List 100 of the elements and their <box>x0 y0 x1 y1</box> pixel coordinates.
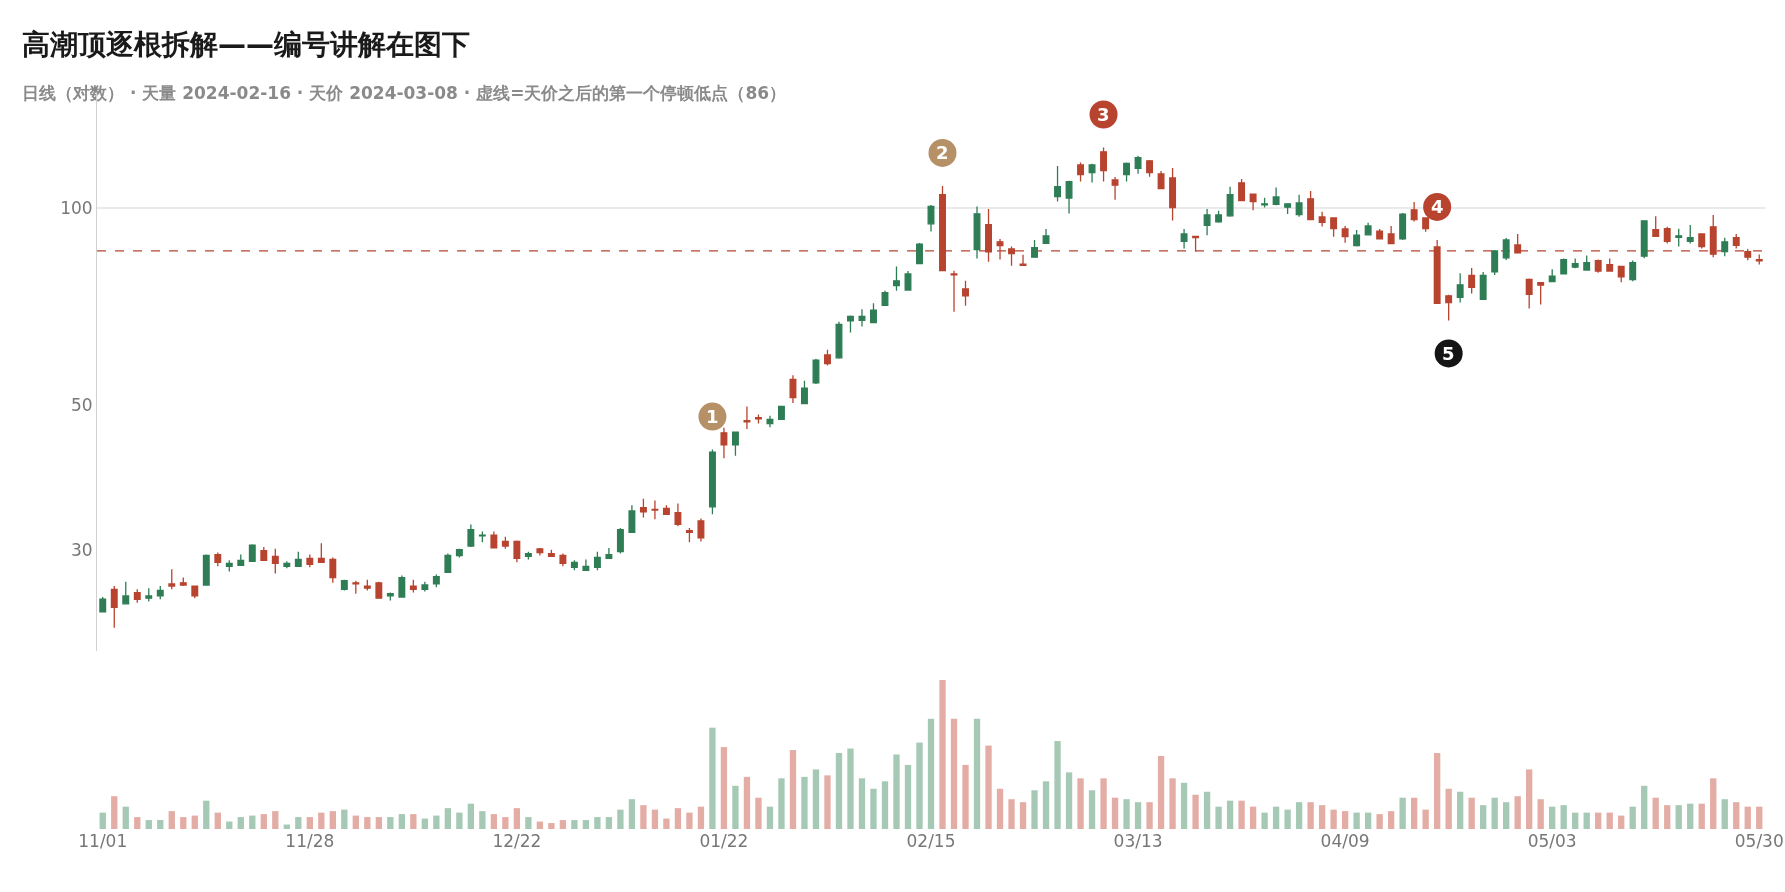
y-tick-label: 30 <box>70 539 93 560</box>
bar <box>214 812 221 829</box>
bar <box>456 812 463 829</box>
x-tick-label: 01/22 <box>699 831 749 851</box>
bar <box>1595 812 1602 829</box>
candlestick <box>375 581 383 599</box>
candlestick <box>1203 208 1211 236</box>
candlestick <box>1307 190 1315 221</box>
bar <box>1387 811 1395 829</box>
candlestick <box>421 581 429 593</box>
candlestick <box>202 553 210 586</box>
bar <box>1733 802 1740 829</box>
bar <box>1744 806 1751 829</box>
bar <box>1341 811 1349 829</box>
candlestick <box>1249 192 1257 211</box>
candlestick <box>1169 167 1177 222</box>
candlestick <box>1019 254 1027 267</box>
candlestick <box>582 558 590 572</box>
x-tick-label: 11/28 <box>285 831 335 851</box>
candlestick <box>1468 267 1476 295</box>
candlestick <box>1456 272 1464 304</box>
candlestick <box>1663 226 1671 245</box>
bar <box>950 718 958 829</box>
candlestick <box>110 585 118 629</box>
bar <box>237 817 244 829</box>
candlestick <box>306 553 314 568</box>
candlestick <box>455 548 463 559</box>
candlestick <box>651 499 659 520</box>
candlestick <box>1146 159 1154 178</box>
candlestick <box>317 542 325 563</box>
bar <box>559 820 567 829</box>
candlestick <box>1272 186 1280 206</box>
bar <box>743 776 751 829</box>
candlestick <box>363 579 371 592</box>
candlestick <box>168 568 176 590</box>
candlestick <box>1054 165 1062 203</box>
annotation: 1 <box>706 406 719 427</box>
candlestick <box>1445 294 1453 322</box>
candlestick <box>1583 254 1591 271</box>
bar <box>1652 797 1659 829</box>
annotation: 5 <box>1442 343 1455 364</box>
bar <box>375 817 382 829</box>
bar <box>1318 805 1326 829</box>
bar <box>812 769 820 829</box>
candlestick <box>1065 180 1073 215</box>
bar <box>1687 803 1694 829</box>
bar <box>766 806 774 829</box>
bar <box>1134 802 1142 829</box>
bar <box>904 764 912 829</box>
candlestick <box>1571 257 1579 269</box>
bar <box>1721 799 1728 829</box>
bar <box>1226 800 1234 829</box>
bar <box>973 718 981 829</box>
bar <box>1376 814 1383 829</box>
candlestick <box>501 536 509 550</box>
candlestick <box>1031 239 1038 258</box>
bar <box>1054 741 1061 829</box>
candlestick <box>1123 161 1131 183</box>
candlestick <box>467 523 475 548</box>
candlestick <box>916 242 923 265</box>
bar <box>444 808 452 829</box>
candlestick <box>1629 259 1637 282</box>
bar <box>1169 778 1176 829</box>
bar <box>502 817 509 829</box>
bar <box>893 754 900 829</box>
bar <box>1618 815 1625 829</box>
bar <box>985 745 992 829</box>
candlestick <box>559 552 567 567</box>
candlestick <box>225 559 233 573</box>
bar <box>1422 809 1429 829</box>
bar <box>1307 802 1314 829</box>
candlestick <box>1479 271 1487 300</box>
bar <box>709 727 716 829</box>
bar <box>1468 797 1475 829</box>
bar <box>1192 794 1199 829</box>
candlestick <box>1284 203 1292 215</box>
bar <box>295 817 302 829</box>
bar <box>847 748 854 829</box>
bar <box>605 817 613 829</box>
candlestick <box>628 504 636 533</box>
candlestick <box>662 504 670 515</box>
bar <box>1445 788 1452 829</box>
x-tick-label: 05/03 <box>1527 831 1577 851</box>
bar <box>203 800 210 829</box>
bar <box>1146 802 1153 829</box>
bar <box>663 818 670 829</box>
bar <box>594 817 601 829</box>
candlestick <box>639 498 647 519</box>
candlestick <box>271 548 279 575</box>
bar <box>640 805 647 829</box>
candlestick <box>1652 215 1660 238</box>
candlestick <box>1640 220 1648 259</box>
candlestick <box>962 280 969 307</box>
bar <box>157 820 164 829</box>
bar <box>1364 812 1372 829</box>
bar <box>99 812 106 829</box>
bar <box>180 817 187 829</box>
bar <box>1698 803 1705 829</box>
bar <box>870 788 877 829</box>
bar <box>1180 782 1188 829</box>
